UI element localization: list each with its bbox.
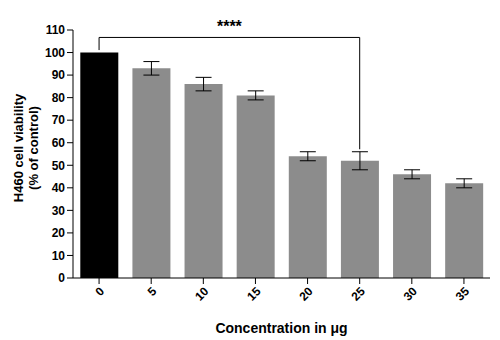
svg-text:30: 30 bbox=[52, 204, 66, 218]
svg-text:40: 40 bbox=[52, 181, 66, 195]
svg-text:80: 80 bbox=[52, 91, 66, 105]
svg-text:70: 70 bbox=[52, 113, 66, 127]
svg-text:100: 100 bbox=[45, 46, 65, 60]
html-text:(% of control): (% of control) bbox=[26, 106, 41, 190]
svg-text:15: 15 bbox=[244, 284, 264, 304]
html-text:H460 cell viability: H460 cell viability bbox=[11, 93, 26, 203]
svg-text:110: 110 bbox=[46, 23, 66, 37]
svg-text:90: 90 bbox=[52, 68, 66, 82]
svg-text:25: 25 bbox=[348, 284, 368, 304]
svg-text:20: 20 bbox=[52, 226, 66, 240]
svg-text:5: 5 bbox=[145, 284, 160, 299]
html-text:Concentration in μg: Concentration in μg bbox=[215, 320, 348, 336]
svg-text:35: 35 bbox=[453, 284, 473, 304]
svg-text:10: 10 bbox=[52, 249, 66, 263]
svg-text:0: 0 bbox=[58, 271, 65, 285]
svg-text:0: 0 bbox=[93, 284, 108, 299]
svg-text:60: 60 bbox=[52, 136, 66, 150]
svg-text:10: 10 bbox=[192, 284, 212, 304]
svg-text:****: **** bbox=[217, 18, 243, 35]
svg-text:30: 30 bbox=[401, 284, 421, 304]
svg-text:20: 20 bbox=[296, 284, 316, 304]
svg-text:50: 50 bbox=[52, 159, 66, 173]
